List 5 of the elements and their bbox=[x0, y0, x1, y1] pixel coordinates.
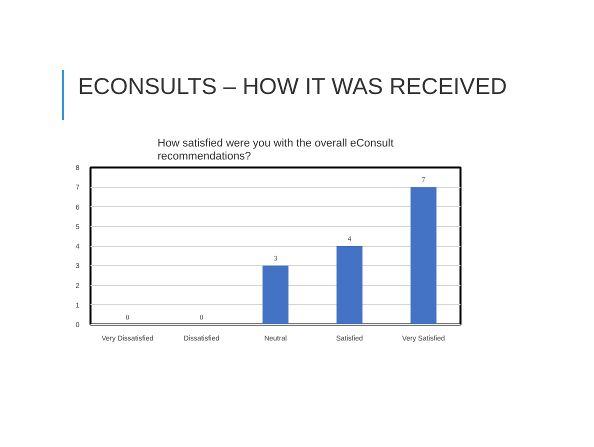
bar bbox=[262, 266, 288, 324]
bar bbox=[336, 246, 362, 324]
bar bbox=[410, 187, 436, 324]
chart-title: ECONSULTS – HOW IT WAS RECEIVED bbox=[78, 72, 507, 101]
chart-subtitle: How satisfied were you with the overall eConsult recommendations? bbox=[158, 137, 394, 162]
